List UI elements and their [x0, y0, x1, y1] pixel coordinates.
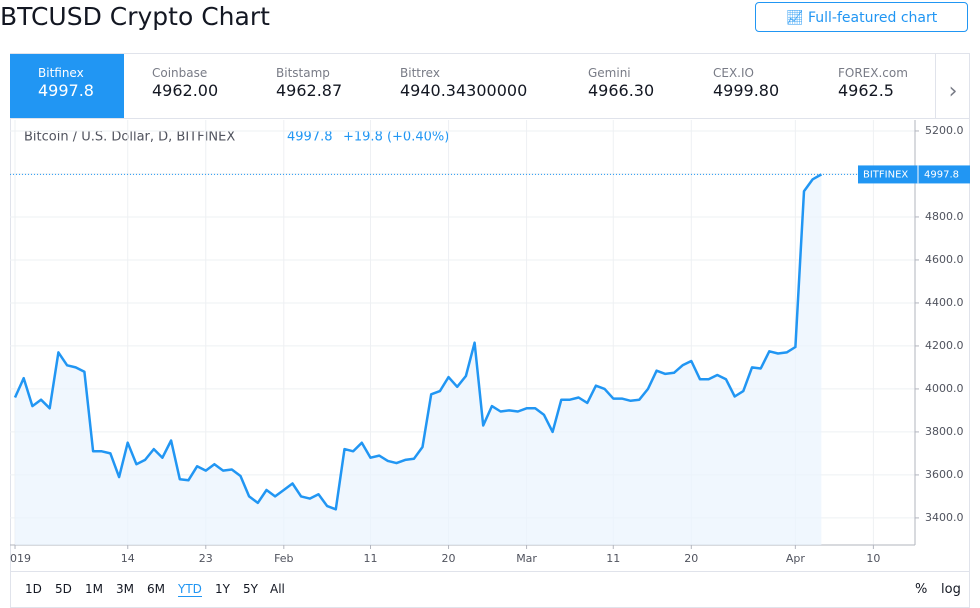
x-tick-label: 019: [10, 552, 31, 565]
y-tick-label: 4400.0: [925, 296, 964, 309]
x-tick-label: 20: [684, 552, 698, 565]
y-tick-label: 4800.0: [925, 210, 964, 223]
y-tick-label: 4600.0: [925, 253, 964, 266]
button-label[interactable]: Full-featured chart: [807, 10, 938, 26]
price-tag: [858, 165, 970, 184]
price-tag-value: 4997.8: [924, 169, 959, 180]
y-tick-label: 3600.0: [925, 468, 964, 481]
exchange-name: Bittrex: [400, 66, 440, 80]
x-tick-label: 20: [442, 552, 456, 565]
exchange-tab[interactable]: Bitstamp 4962.87: [248, 54, 372, 118]
x-tick-label: 11: [606, 552, 620, 565]
exchange-name: Coinbase: [152, 66, 208, 80]
range-button[interactable]: 3M: [116, 582, 134, 596]
full-chart-button[interactable]: 📈︎ Full-featured chart: [755, 2, 968, 32]
exchange-tab[interactable]: Bitfinex 4997.8: [10, 54, 124, 118]
range-button[interactable]: 6M: [147, 582, 165, 596]
range-button[interactable]: 1M: [85, 582, 103, 596]
scale-option[interactable]: %: [915, 582, 928, 597]
exchange-name: Bitstamp: [276, 66, 330, 80]
exchange-price: 4962.00: [152, 81, 219, 100]
x-tick-label: Feb: [274, 552, 293, 565]
y-tick-label: 5200.0: [925, 124, 964, 137]
button-icon: 📈︎: [785, 10, 808, 26]
y-tick-label: 4200.0: [925, 339, 964, 352]
price-line: [13, 173, 823, 511]
exchange-name: Bitfinex: [38, 66, 84, 80]
exchange-price: 4997.8: [38, 81, 94, 100]
exchange-tab[interactable]: CEX.IO 4999.80: [685, 54, 810, 118]
legend-symbol: Bitcoin / U.S. Dollar, D, BITFINEX: [24, 130, 235, 145]
price-tag-exchange: BITFINEX: [863, 169, 908, 180]
page-title: BTCUSD Crypto Chart: [0, 2, 270, 31]
legend-change: +19.8 (+0.40%): [343, 130, 449, 145]
exchange-price: 4962.5: [838, 81, 894, 100]
range-button[interactable]: 5Y: [243, 582, 258, 596]
y-tick-label: 4000.0: [925, 382, 964, 395]
range-button[interactable]: 1D: [25, 582, 42, 596]
x-tick-label: Apr: [786, 552, 806, 565]
exchange-price: 4940.34300000: [400, 81, 528, 100]
exchange-tab[interactable]: FOREX.com 4962.5: [810, 54, 935, 118]
x-tick-label: 23: [199, 552, 213, 565]
x-tick-label: 10: [866, 552, 880, 565]
range-button[interactable]: YTD: [178, 582, 202, 597]
range-button[interactable]: 5D: [55, 582, 72, 596]
exchange-price: 4999.80: [713, 81, 780, 100]
area-fill: [15, 174, 822, 545]
exchange-tab[interactable]: Gemini 4966.30: [560, 54, 685, 118]
x-tick-label: 14: [121, 552, 135, 565]
range-button[interactable]: All: [270, 582, 285, 596]
y-tick-label: 3400.0: [925, 511, 964, 524]
exchange-name: FOREX.com: [838, 66, 908, 80]
tabs-next-arrow[interactable]: ›: [935, 54, 970, 118]
exchange-tab[interactable]: Coinbase 4962.00: [124, 54, 248, 118]
x-tick-label: 11: [364, 552, 378, 565]
range-button[interactable]: 1Y: [215, 582, 230, 596]
exchange-name: CEX.IO: [713, 66, 754, 80]
x-tick-label: Mar: [516, 552, 537, 565]
exchange-price: 4966.30: [588, 81, 655, 100]
exchange-tab[interactable]: Bittrex 4940.34300000: [372, 54, 560, 118]
exchange-price: 4962.87: [276, 81, 343, 100]
legend-last: 4997.8: [287, 130, 333, 145]
exchange-name: Gemini: [588, 66, 631, 80]
tabs-divider: [10, 118, 970, 119]
toolbar-divider: [10, 571, 970, 572]
scale-option[interactable]: log: [941, 582, 961, 597]
y-tick-label: 3800.0: [925, 425, 964, 438]
